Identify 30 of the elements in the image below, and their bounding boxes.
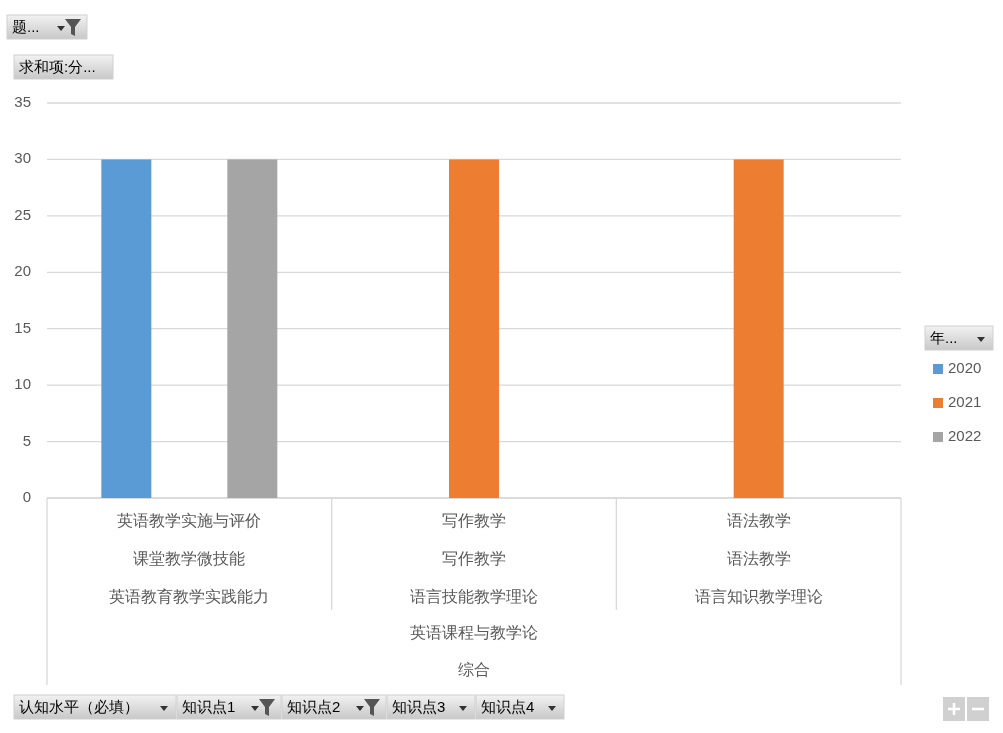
text: 语法教学: [726, 550, 791, 568]
text: 语言技能教学理论: [410, 588, 538, 606]
text: 综合: [458, 661, 490, 679]
x-tick-label: 写作教学: [442, 512, 506, 530]
y-tick-label: 25: [14, 205, 31, 223]
text: 题...: [12, 17, 40, 35]
text: 写作教学: [442, 550, 506, 568]
legend-label: 2021: [948, 392, 982, 410]
legend-title: 年...: [930, 328, 958, 346]
y-tick-label: 30: [14, 149, 31, 167]
y-tick-label: 20: [14, 262, 31, 280]
text: 英语教育教学实践能力: [109, 588, 270, 606]
y-tick-label: 10: [14, 375, 31, 393]
y-tick-label: 35: [14, 92, 31, 110]
x-tick-label: 语法教学: [726, 512, 791, 530]
y-tick-label: 15: [14, 318, 31, 336]
text: 知识点3: [392, 697, 446, 715]
text: 知识点4: [481, 697, 535, 715]
y-tick-label: 0: [22, 487, 31, 505]
text: 认知水平（必填）: [19, 697, 139, 715]
text: 课堂教学微技能: [133, 550, 246, 568]
legend-label: 2020: [948, 358, 982, 376]
text: 英语课程与教学论: [410, 624, 538, 642]
y-axis-title: 求和项:分...: [19, 57, 96, 75]
legend-label: 2022: [948, 426, 982, 444]
text: 知识点1: [182, 697, 236, 715]
text: 语言知识教学理论: [694, 588, 823, 606]
x-tick-label: 英语教学实施与评价: [117, 512, 262, 530]
text: 知识点2: [287, 697, 341, 715]
y-tick-label: 5: [22, 431, 31, 449]
